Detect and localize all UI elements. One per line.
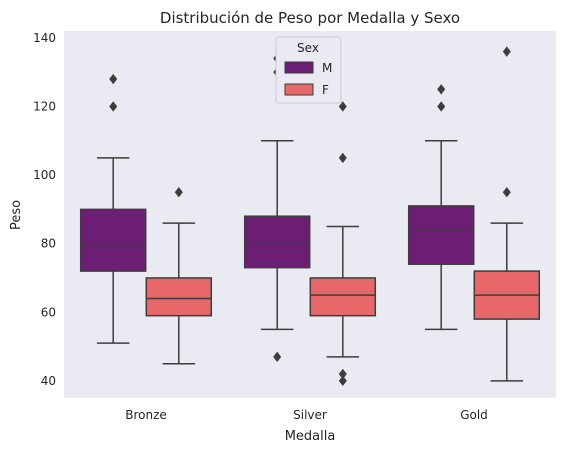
chart-title: Distribución de Peso por Medalla y Sexo — [160, 9, 460, 27]
outlier-point — [502, 46, 511, 57]
outlier-point — [338, 101, 347, 112]
box-F-Bronze — [145, 187, 213, 365]
box-groups — [79, 46, 541, 387]
legend-swatch-f — [284, 83, 314, 96]
legend-swatch-m — [284, 61, 314, 74]
box-iqr — [79, 208, 147, 272]
y-axis-ticks: 40 60 80 100 120 140 — [33, 31, 56, 388]
y-tick-label: 60 — [41, 305, 56, 319]
x-tick-label: Bronze — [125, 408, 167, 422]
outlier-point — [502, 187, 511, 198]
outlier-point — [174, 187, 183, 198]
box-iqr — [145, 277, 213, 317]
outlier-point — [338, 375, 347, 387]
y-axis-title: Peso — [9, 200, 24, 230]
box-M-Gold — [407, 84, 475, 331]
outlier-point — [273, 351, 282, 363]
outlier-point — [437, 101, 446, 112]
legend-title: Sex — [297, 41, 319, 55]
y-tick-label: 80 — [41, 237, 56, 251]
legend-label-f: F — [322, 83, 329, 97]
box-F-Gold — [473, 46, 541, 382]
x-tick-label: Gold — [460, 408, 488, 422]
legend: Sex M F — [275, 36, 342, 104]
x-axis-title: Medalla — [285, 429, 336, 444]
y-tick-label: 100 — [33, 168, 56, 182]
outlier-point — [338, 152, 347, 164]
outlier-point — [338, 368, 347, 380]
outlier-point — [109, 73, 118, 85]
x-axis-ticks: Bronze Silver Gold — [125, 408, 488, 422]
x-tick-label: Silver — [293, 408, 327, 422]
outlier-point — [109, 101, 118, 112]
box-M-Bronze — [79, 73, 147, 344]
outlier-point — [437, 84, 446, 95]
box-iqr — [309, 277, 377, 317]
y-tick-label: 140 — [33, 31, 56, 45]
box-iqr — [243, 215, 311, 269]
legend-label-m: M — [322, 61, 332, 75]
box-F-Silver — [309, 101, 377, 387]
y-tick-label: 120 — [33, 99, 56, 113]
box-iqr — [407, 205, 475, 265]
y-tick-label: 40 — [41, 374, 56, 388]
box-M-Silver — [243, 53, 311, 363]
